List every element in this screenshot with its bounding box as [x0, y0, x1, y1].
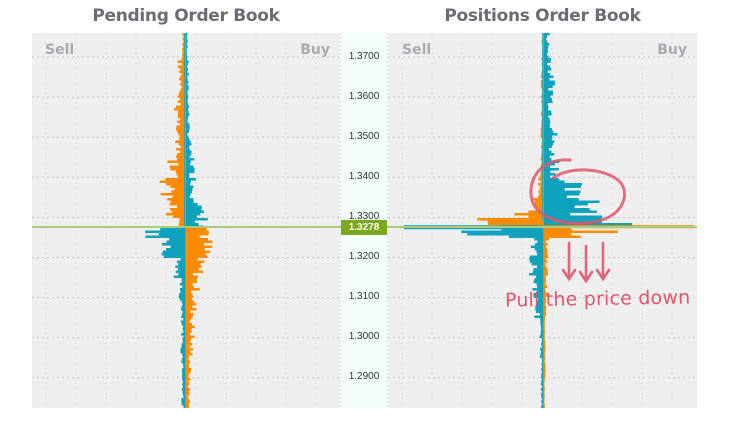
pending-order-book-chart: Sell Buy [32, 33, 340, 408]
price-tick: 1.2900 [348, 371, 380, 382]
positions-order-book-plot [388, 33, 697, 408]
price-tick: 1.3300 [348, 211, 380, 222]
annotation-text: Pull the price down [504, 286, 691, 312]
pending-order-book-plot [32, 33, 340, 408]
price-tick: 1.3200 [348, 251, 380, 262]
left-chart-title: Pending Order Book [92, 6, 280, 26]
price-tick: 1.3400 [348, 171, 380, 182]
price-axis-gridlines [340, 33, 388, 408]
price-tick: 1.3700 [348, 51, 380, 62]
buy-label: Buy [300, 42, 330, 58]
price-tick: 1.3100 [348, 291, 380, 302]
current-price-badge: 1.3278 [341, 220, 387, 235]
price-tick: 1.3000 [348, 331, 380, 342]
right-chart-title: Positions Order Book [444, 6, 641, 26]
price-tick: 1.3500 [348, 131, 380, 142]
sell-label: Sell [45, 42, 75, 58]
buy-label: Buy [657, 42, 687, 58]
sell-label: Sell [402, 42, 432, 58]
positions-order-book-chart: Sell Buy [388, 33, 697, 408]
price-tick: 1.3600 [348, 91, 380, 102]
